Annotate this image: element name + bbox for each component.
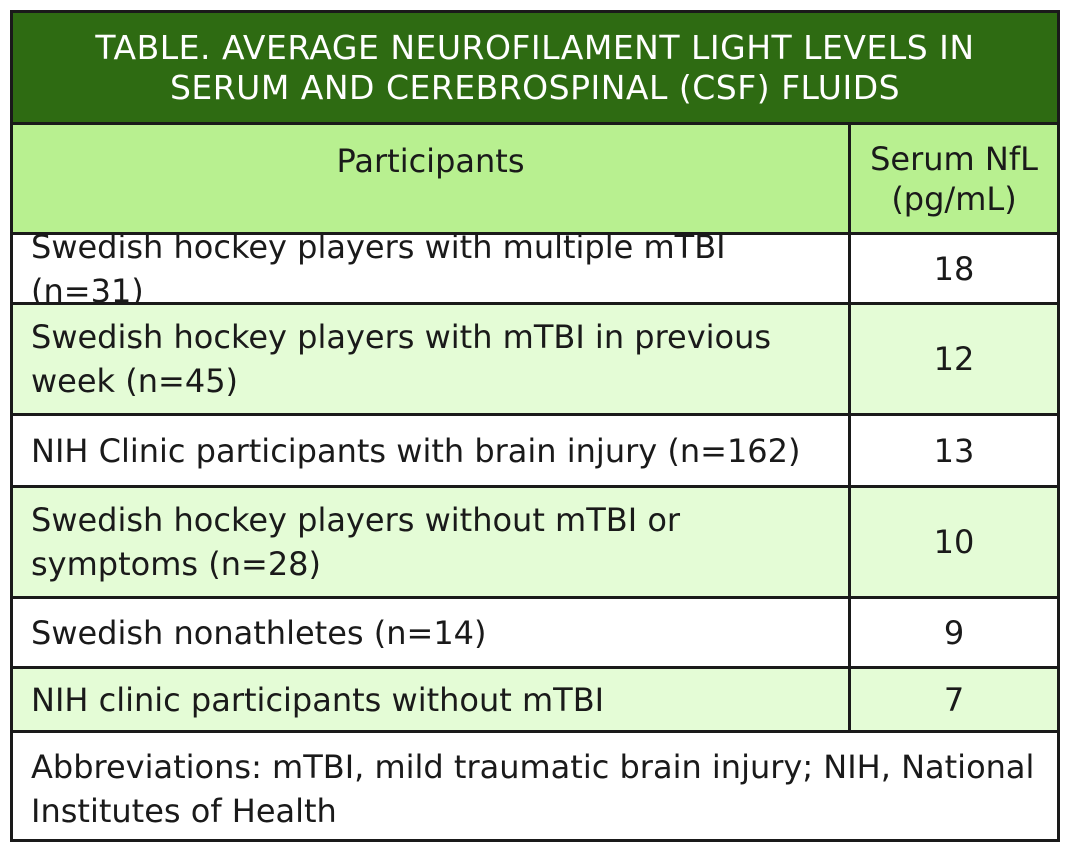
participant-cell: Swedish hockey players with mTBI in prev… (13, 305, 851, 413)
participant-cell: NIH clinic participants without mTBI (13, 669, 851, 730)
table-row: NIH Clinic participants with brain injur… (13, 416, 1057, 488)
serum-value-cell: 10 (933, 523, 975, 561)
serum-value-cell: 18 (933, 249, 975, 288)
table-row: Swedish nonathletes (n=14) 9 (13, 599, 1057, 669)
data-table: TABLE. AVERAGE NEUROFILAMENT LIGHT LEVEL… (10, 10, 1060, 842)
table-row: Swedish hockey players with multiple mTB… (13, 228, 1057, 310)
header-serum-nfl: Serum NfL (pg/mL) (851, 125, 1057, 232)
participant-cell: NIH Clinic participants with brain injur… (13, 416, 851, 485)
header-participants: Participants (13, 125, 851, 232)
header-serum-line1: Serum NfL (870, 139, 1038, 178)
serum-value-cell: 13 (933, 431, 975, 470)
serum-value-cell: 12 (933, 340, 975, 378)
table-footnote: Abbreviations: mTBI, mild traumatic brai… (13, 733, 1057, 839)
participant-cell: Swedish hockey players with multiple mTB… (13, 228, 851, 310)
table-header-row: Participants Serum NfL (pg/mL) (13, 125, 1057, 235)
serum-value-cell: 7 (943, 680, 965, 719)
table-row: Swedish hockey players without mTBI or s… (13, 488, 1057, 599)
participant-cell: Swedish nonathletes (n=14) (13, 599, 851, 666)
header-serum-line2: (pg/mL) (891, 179, 1017, 218)
serum-value-cell: 9 (943, 613, 965, 652)
table-row: NIH clinic participants without mTBI 7 (13, 669, 1057, 733)
table-row: Swedish hockey players with mTBI in prev… (13, 305, 1057, 416)
participant-cell: Swedish hockey players without mTBI or s… (13, 488, 851, 596)
table-title: TABLE. AVERAGE NEUROFILAMENT LIGHT LEVEL… (13, 13, 1057, 125)
